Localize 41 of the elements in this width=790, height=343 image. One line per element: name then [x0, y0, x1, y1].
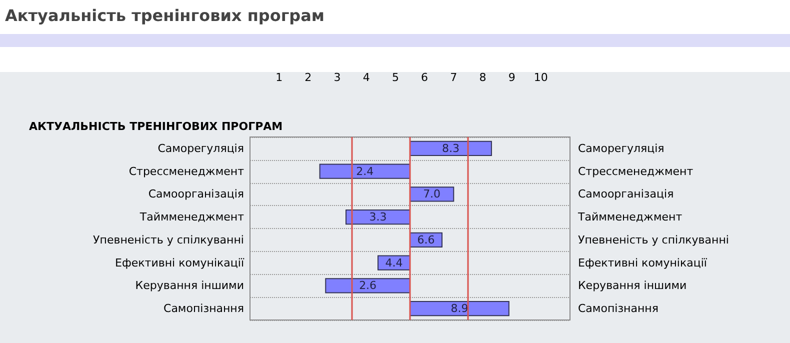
x-tick-label: 6 — [421, 71, 428, 84]
category-label: Самоорганізація — [578, 188, 674, 201]
data-label: 6.6 — [417, 233, 435, 246]
data-label: 4.4 — [385, 256, 403, 270]
bar — [410, 140, 492, 156]
x-tick-label: 3 — [334, 71, 341, 84]
y-tick-label: Упевненість у спілкуванні — [93, 233, 244, 246]
data-label: 8.3 — [442, 142, 460, 155]
y-tick-label: Ефективні комунікації — [115, 256, 245, 270]
x-tick-label: 8 — [479, 71, 486, 84]
x-tick-label: 10 — [534, 71, 548, 84]
category-label: Ефективні комунікації — [578, 256, 707, 270]
bar — [410, 300, 510, 316]
data-label: 2.6 — [359, 279, 377, 292]
bar — [410, 186, 454, 202]
category-label: Таймменеджмент — [578, 210, 682, 224]
data-label: 8.9 — [450, 302, 468, 316]
x-tick-label: 2 — [304, 71, 312, 84]
category-label: Упевненість у спілкуванні — [578, 233, 729, 246]
bar — [319, 164, 410, 179]
y-tick-label: Таймменеджмент — [138, 210, 245, 224]
text: АКТУАЛЬНІСТЬ ТРЕНІНГОВИХ ПРОГРАМ — [29, 120, 283, 133]
y-tick-label: Стрессменеджмент — [128, 164, 245, 178]
category-label: Самопізнання — [578, 302, 658, 316]
bar — [325, 278, 410, 294]
category-label: Саморегуляція — [578, 142, 664, 155]
category-label: Стрессменеджмент — [578, 164, 694, 178]
y-tick-label: Саморегуляція — [158, 142, 244, 155]
data-label: 7.0 — [423, 188, 441, 201]
y-tick-label: Керування іншими — [135, 279, 244, 292]
x-tick-label: 5 — [392, 71, 399, 84]
y-tick-label: Самопізнання — [164, 302, 244, 316]
category-label: Керування іншими — [578, 279, 687, 292]
x-tick-label: 4 — [362, 71, 370, 84]
y-tick-label: Самоорганізація — [148, 188, 244, 201]
x-tick-label: 9 — [508, 71, 516, 84]
chart-title: Актуальність тренінгових програм — [5, 6, 324, 25]
x-tick-label: 7 — [450, 71, 458, 84]
data-label: 2.4 — [356, 164, 374, 178]
data-label: 3.3 — [369, 210, 387, 224]
x-tick-label: 1 — [276, 71, 283, 84]
